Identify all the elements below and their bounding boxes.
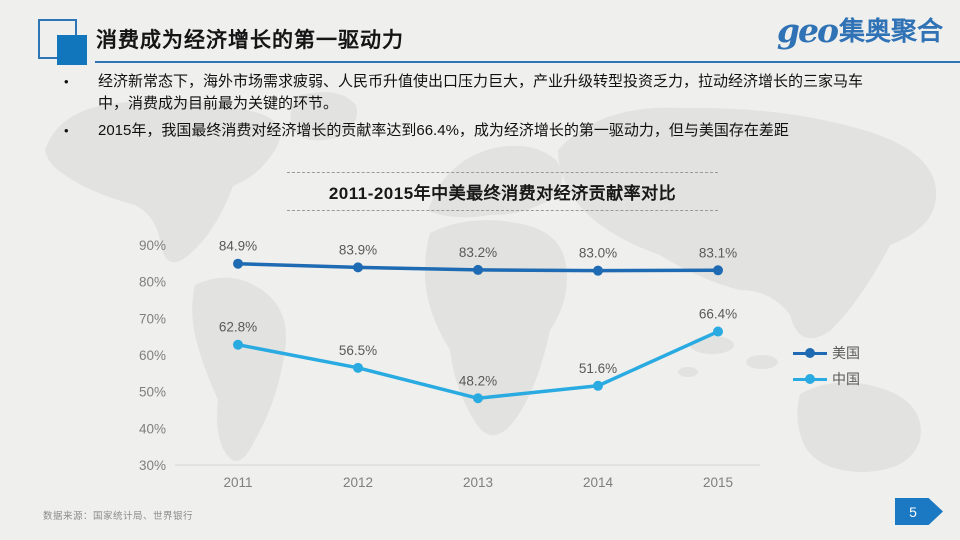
legend-dot-marker-cn: [805, 373, 815, 384]
svg-text:60%: 60%: [139, 348, 166, 363]
title-underline: [95, 61, 960, 63]
bullet-item-2: • 2015年，我国最终消费对经济增长的贡献率达到66.4%，成为经济增长的第一…: [60, 120, 892, 142]
svg-text:2012: 2012: [343, 475, 373, 490]
legend-label-cn: 中国: [832, 371, 860, 387]
bullet-item-1: • 经济新常态下，海外市场需求疲弱、人民币升值使出口压力巨大，产业升级转型投资乏…: [60, 71, 892, 115]
svg-text:83.9%: 83.9%: [339, 242, 377, 257]
legend-dot-marker-us: [805, 347, 815, 358]
svg-text:83.2%: 83.2%: [459, 245, 497, 260]
bullet-text-2: 2015年，我国最终消费对经济增长的贡献率达到66.4%，成为经济增长的第一驱动…: [98, 122, 789, 140]
svg-text:62.8%: 62.8%: [219, 320, 257, 335]
page-number: 5: [909, 503, 917, 520]
bullet-marker: •: [64, 74, 69, 89]
bullet-text-1: 经济新常态下，海外市场需求疲弱、人民币升值使出口压力巨大，产业升级转型投资乏力，…: [98, 73, 864, 113]
legend-item-us: 美国: [793, 340, 860, 366]
company-logo: geo 集奥聚合: [777, 14, 943, 47]
svg-text:84.9%: 84.9%: [219, 239, 257, 254]
svg-text:66.4%: 66.4%: [699, 307, 737, 322]
svg-text:2011: 2011: [223, 475, 252, 490]
svg-text:83.1%: 83.1%: [699, 245, 737, 260]
svg-text:40%: 40%: [139, 421, 166, 436]
svg-text:30%: 30%: [139, 458, 166, 473]
svg-text:90%: 90%: [139, 238, 166, 253]
svg-text:50%: 50%: [139, 385, 166, 400]
svg-text:83.0%: 83.0%: [579, 246, 617, 261]
svg-text:48.2%: 48.2%: [459, 373, 497, 388]
bullet-marker: •: [64, 123, 69, 139]
title-accent-solid-square: [57, 35, 87, 65]
svg-text:51.6%: 51.6%: [579, 361, 617, 376]
chart-legend: 美国 中国: [793, 340, 860, 392]
legend-line-marker-us: [793, 347, 827, 358]
page-number-badge: 5: [895, 498, 943, 525]
legend-label-us: 美国: [832, 345, 860, 361]
chart-title: 2011-2015年中美最终消费对经济贡献率对比: [287, 172, 718, 211]
data-source-note: 数据来源：国家统计局、世界银行: [43, 511, 194, 522]
svg-text:80%: 80%: [139, 275, 166, 290]
svg-text:2014: 2014: [583, 475, 614, 490]
svg-text:2013: 2013: [463, 475, 493, 490]
legend-line-marker-cn: [793, 373, 827, 384]
logo-geo-text: geo: [776, 11, 839, 50]
svg-text:56.5%: 56.5%: [339, 343, 377, 358]
svg-text:2015: 2015: [703, 475, 733, 490]
page-title: 消费成为经济增长的第一驱动力: [96, 29, 404, 52]
legend-item-cn: 中国: [793, 366, 860, 392]
svg-text:70%: 70%: [139, 311, 166, 326]
logo-company-name: 集奥聚合: [838, 15, 943, 46]
bullet-list: • 经济新常态下，海外市场需求疲弱、人民币升值使出口压力巨大，产业升级转型投资乏…: [60, 71, 892, 147]
